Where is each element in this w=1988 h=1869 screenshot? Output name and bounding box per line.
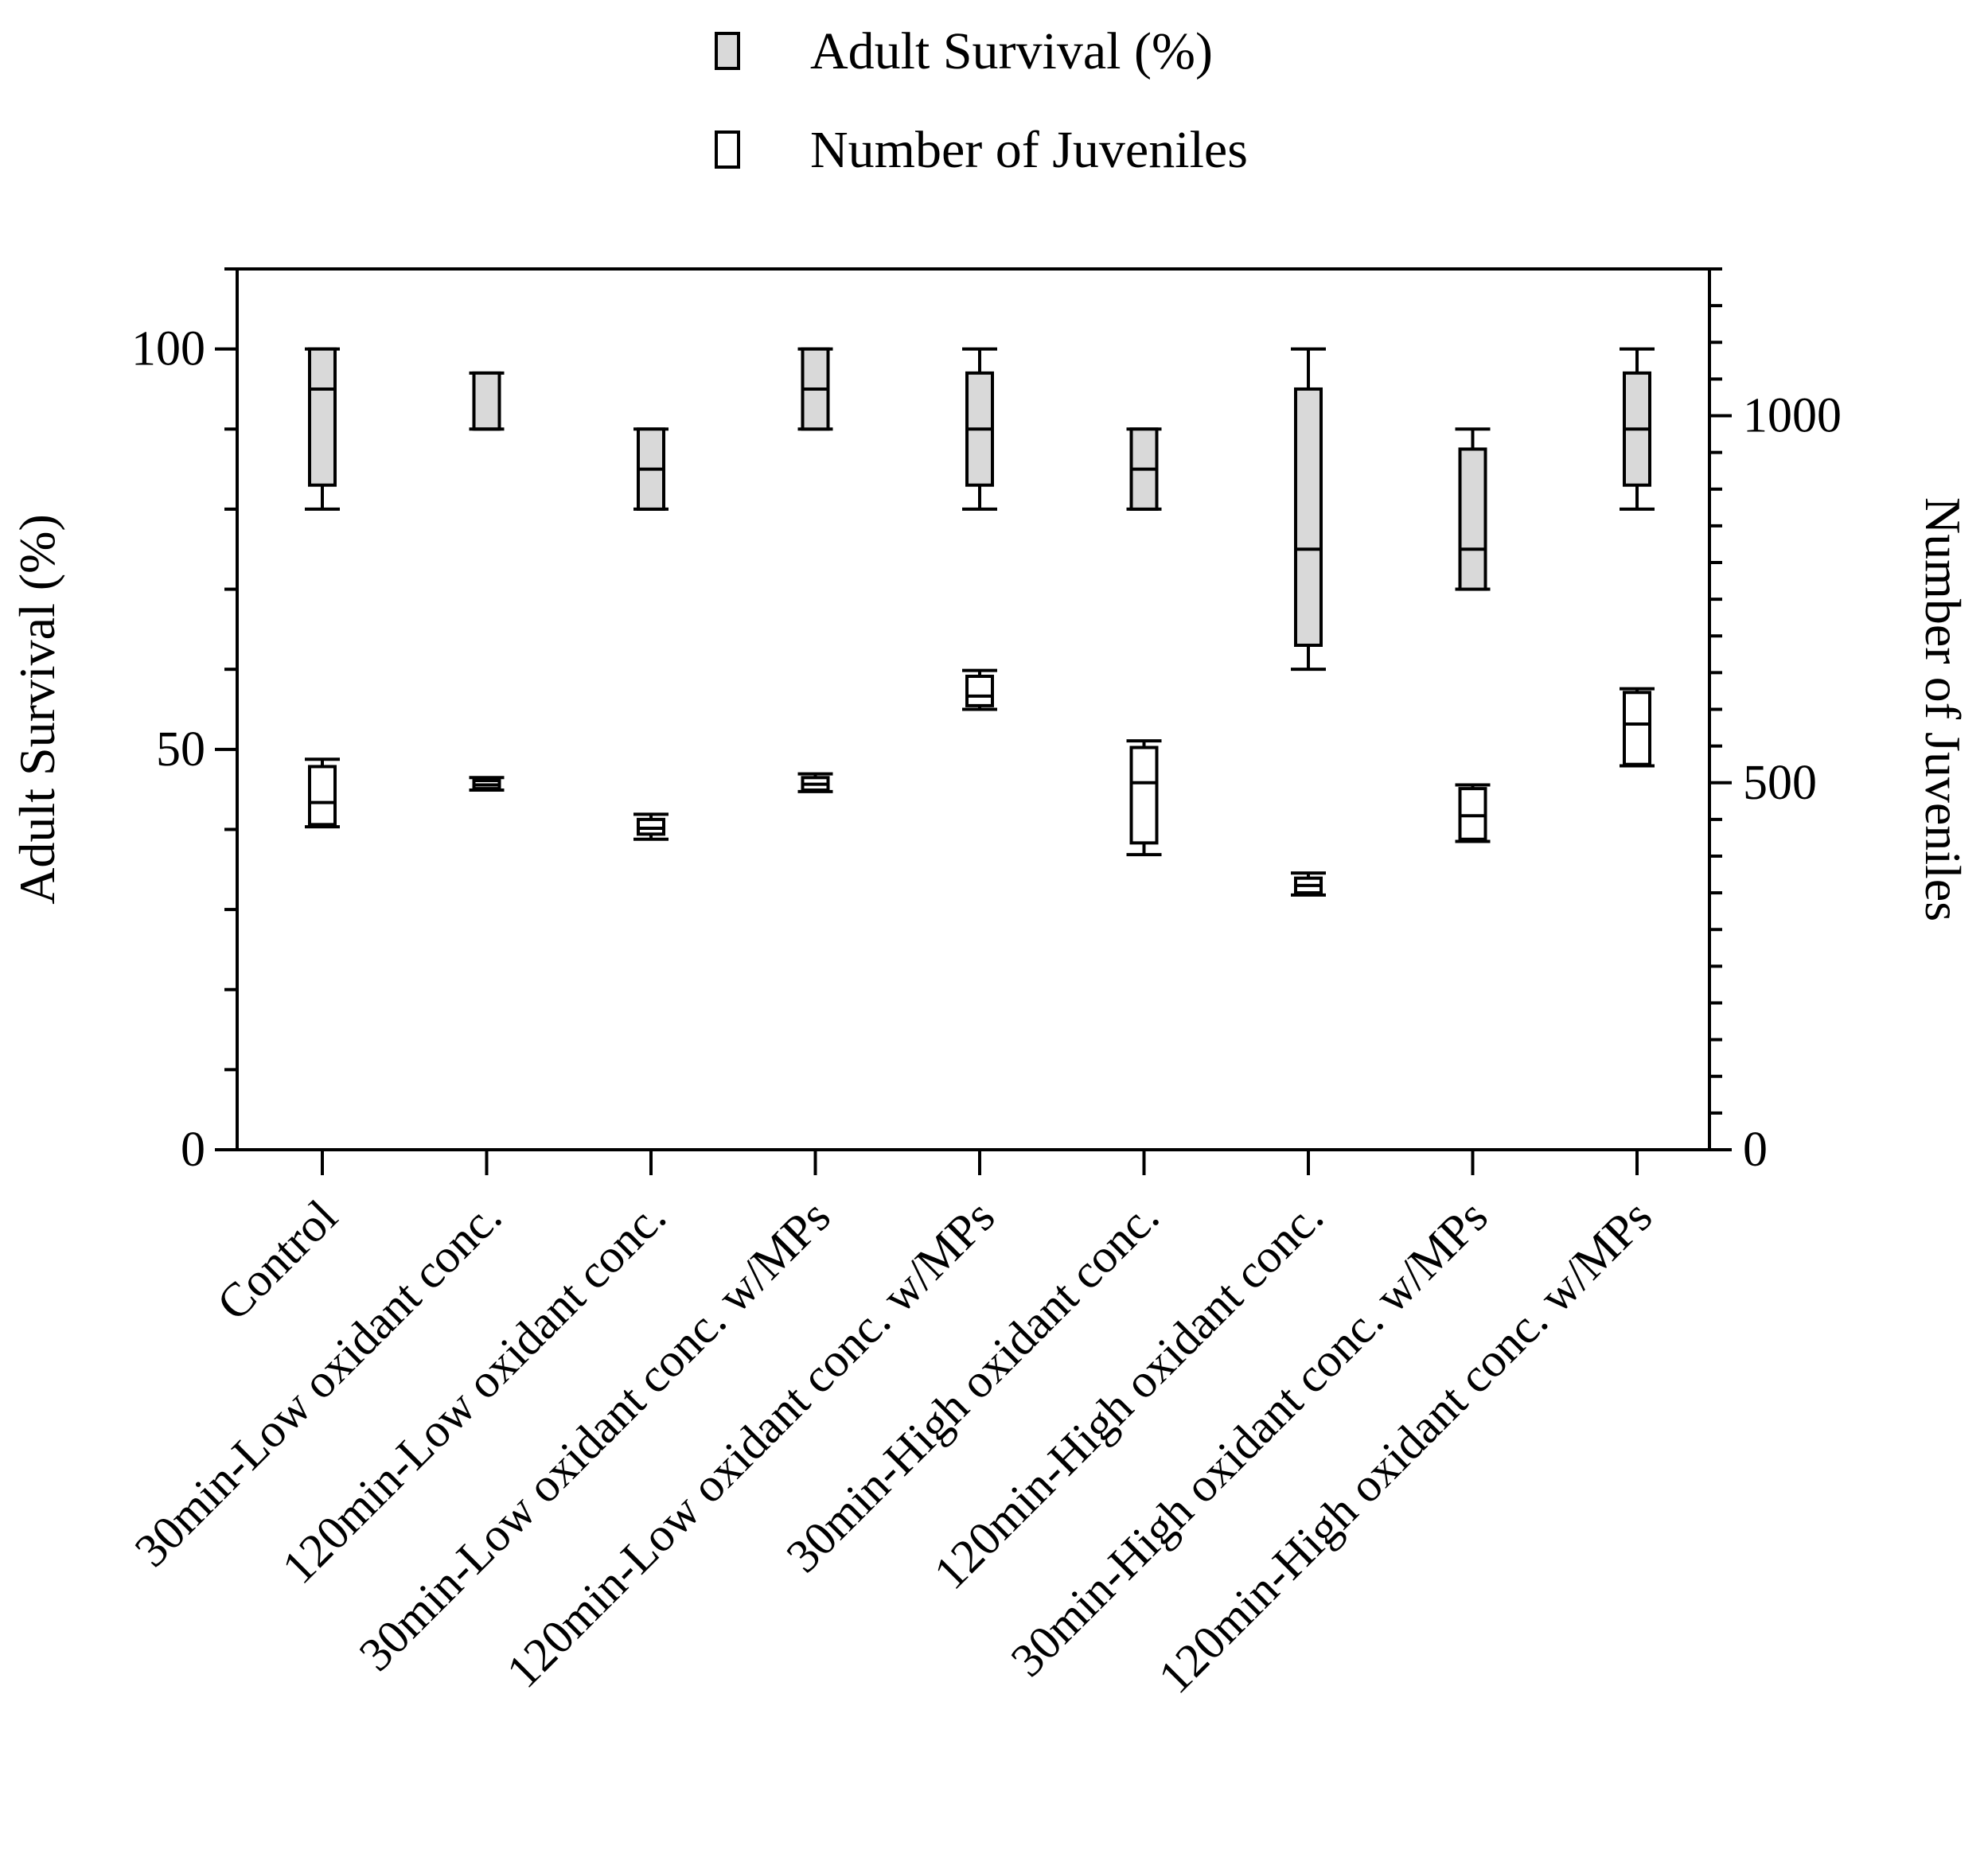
left-axis-title: Adult Survival (%) bbox=[9, 514, 65, 905]
right-tick-label-0: 0 bbox=[1743, 1123, 1768, 1177]
series-adult-survival bbox=[305, 347, 1655, 672]
legend: Adult Survival (%) Number of Juveniles bbox=[715, 22, 1248, 179]
legend-label-0: Adult Survival (%) bbox=[810, 22, 1213, 80]
series-juveniles bbox=[305, 668, 1655, 897]
box-1 bbox=[469, 776, 505, 792]
legend-swatch-0 bbox=[715, 32, 740, 70]
box-body bbox=[965, 674, 994, 707]
box-7 bbox=[1455, 427, 1491, 591]
box-0 bbox=[305, 347, 340, 511]
legend-swatch-1 bbox=[715, 130, 740, 169]
box-body bbox=[1458, 447, 1487, 591]
right-axis-title: Number of Juveniles bbox=[1915, 497, 1971, 921]
right-tick-label-1000: 1000 bbox=[1743, 389, 1842, 443]
box-1 bbox=[469, 371, 505, 431]
box-8 bbox=[1620, 347, 1655, 511]
legend-label-1: Number of Juveniles bbox=[810, 121, 1248, 179]
box-0 bbox=[305, 757, 340, 829]
box-5 bbox=[1126, 427, 1162, 511]
box-body bbox=[1458, 787, 1487, 841]
box-4 bbox=[962, 668, 997, 711]
box-3 bbox=[797, 347, 833, 431]
box-2 bbox=[633, 427, 669, 511]
left-tick-label-100: 100 bbox=[131, 322, 205, 376]
box-body bbox=[1294, 387, 1323, 647]
box-body bbox=[1129, 746, 1159, 845]
category-label-0: Control bbox=[207, 1190, 347, 1330]
box-6 bbox=[1291, 871, 1326, 897]
box-4 bbox=[962, 347, 997, 511]
box-7 bbox=[1455, 783, 1491, 843]
box-8 bbox=[1620, 687, 1655, 768]
box-2 bbox=[633, 812, 669, 841]
box-5 bbox=[1126, 739, 1162, 857]
box-body bbox=[308, 347, 337, 487]
right-tick-label-500: 500 bbox=[1743, 756, 1817, 810]
box-3 bbox=[797, 772, 833, 793]
box-6 bbox=[1291, 347, 1326, 672]
left-tick-label-0: 0 bbox=[181, 1123, 205, 1177]
box-body bbox=[308, 765, 337, 827]
box-body bbox=[1623, 691, 1651, 766]
box-body bbox=[472, 371, 501, 431]
left-tick-label-50: 50 bbox=[156, 722, 205, 777]
